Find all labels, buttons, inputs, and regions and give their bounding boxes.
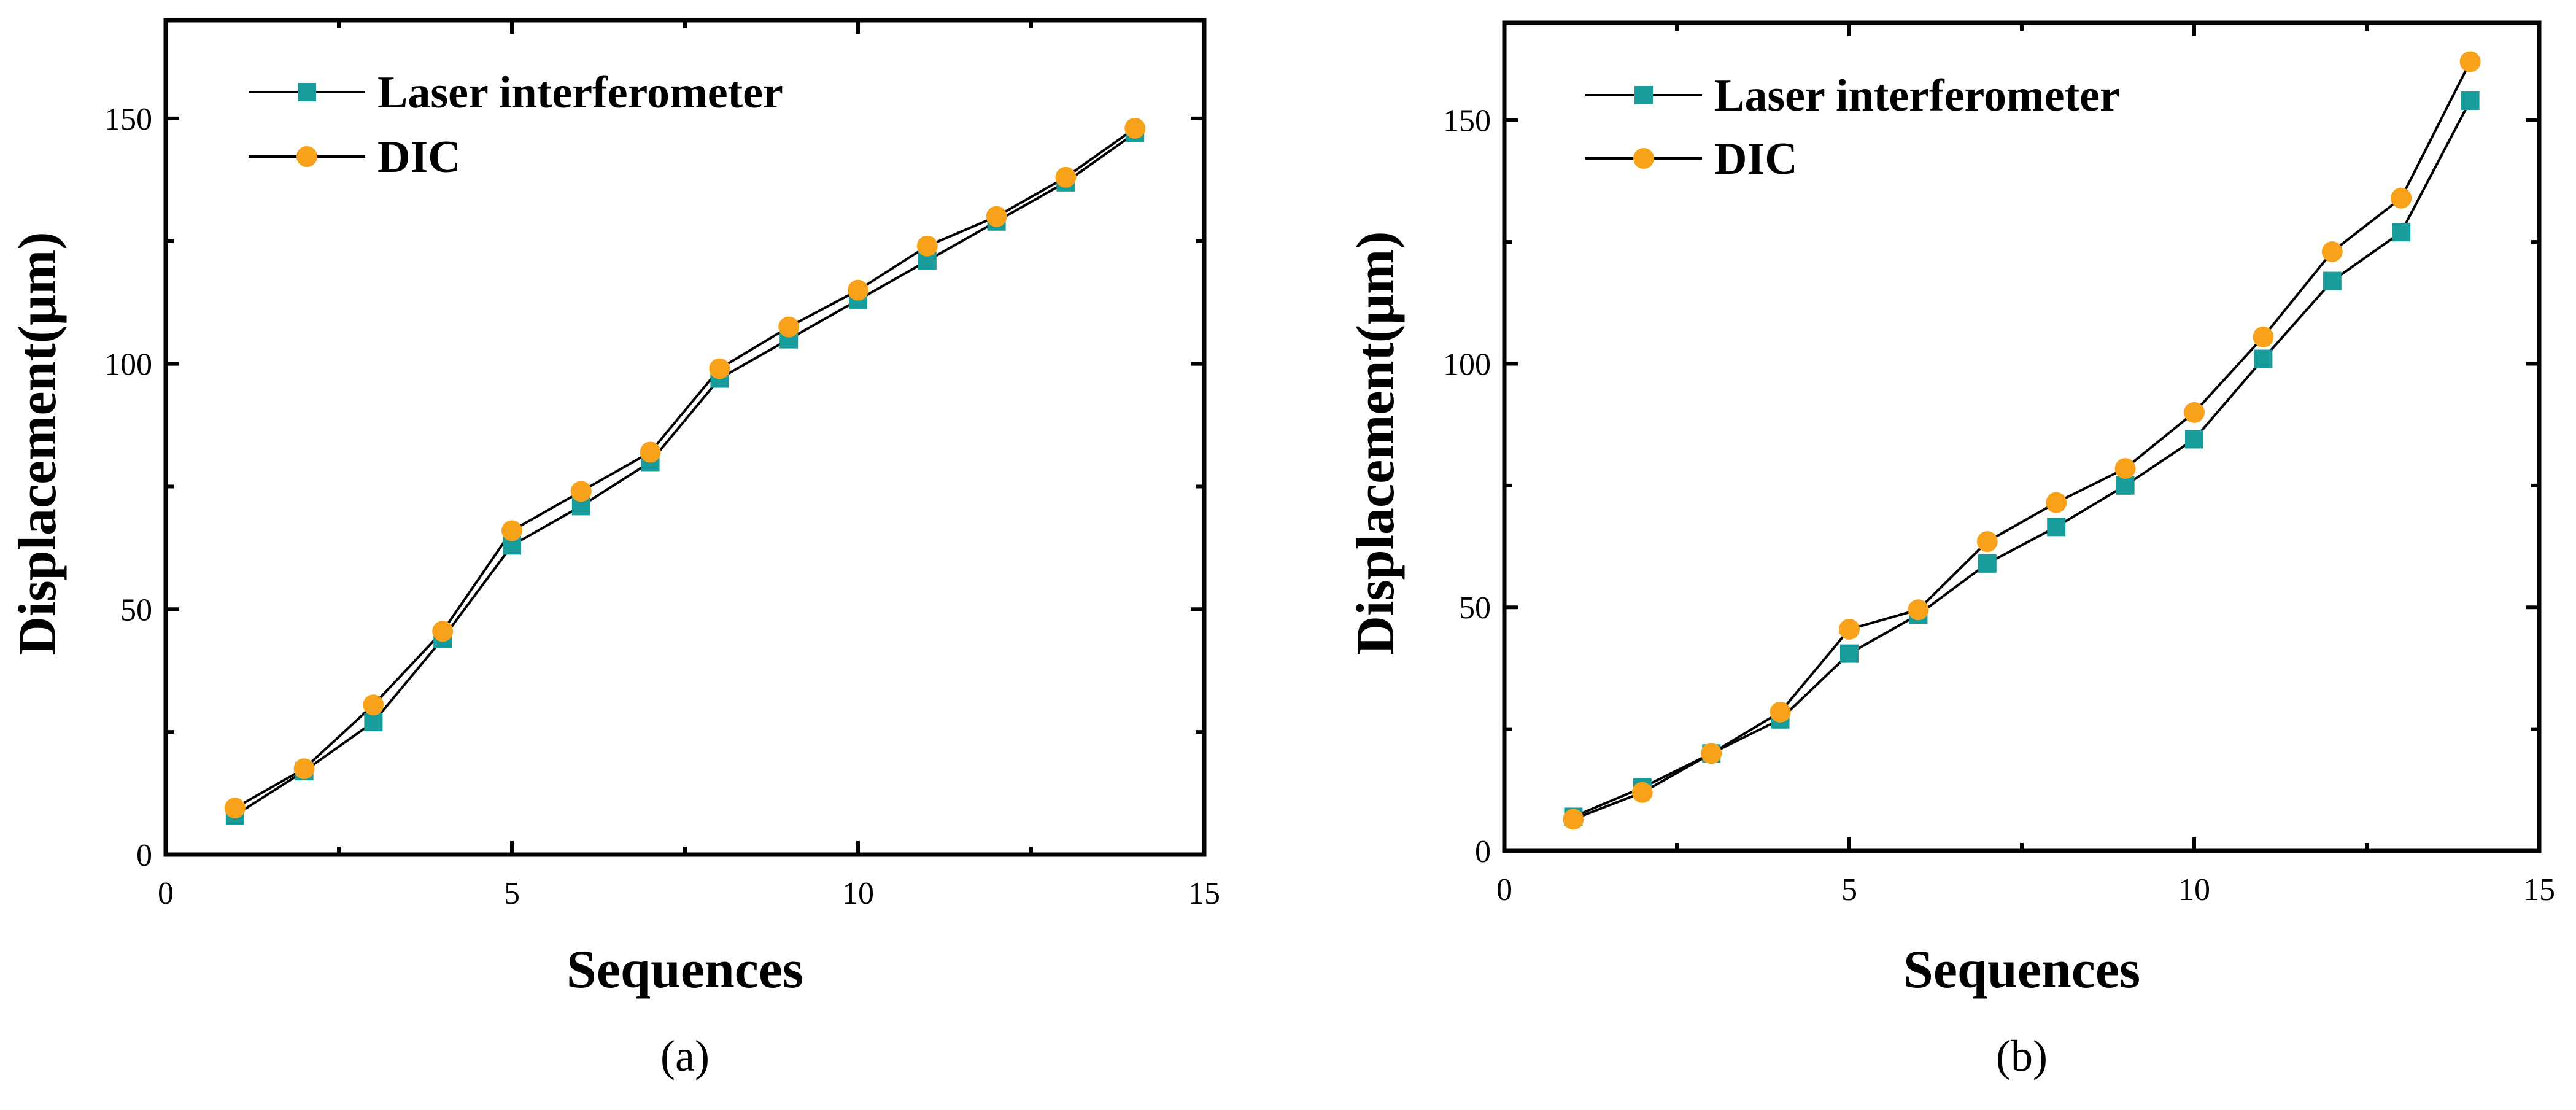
y-tick-label: 100	[1443, 347, 1491, 382]
y-tick-label: 150	[104, 102, 152, 137]
panel-caption: (a)	[660, 1031, 710, 1081]
data-point-laser	[2392, 223, 2411, 242]
legend-marker-laser	[298, 83, 316, 101]
data-point-dic	[778, 316, 800, 338]
y-tick-label: 150	[1443, 104, 1491, 139]
data-point-dic	[1124, 117, 1146, 139]
data-point-laser	[2461, 91, 2480, 110]
data-point-dic	[1701, 743, 1722, 764]
y-axis-title: Displacement(μm)	[8, 231, 68, 655]
x-tick-label: 5	[1841, 872, 1857, 907]
series-line-dic	[234, 127, 1136, 809]
x-tick-label: 15	[1188, 876, 1220, 911]
y-tick-label: 0	[136, 838, 152, 873]
data-point-laser	[364, 713, 383, 732]
y-axis-title: Displacement(μm)	[1346, 231, 1406, 654]
legend: Laser interferometer DIC	[1585, 71, 2120, 184]
data-point-dic	[1770, 701, 1791, 723]
legend-label-dic: DIC	[1714, 134, 1798, 184]
data-point-dic	[570, 481, 592, 502]
data-point-laser	[2254, 349, 2273, 368]
plot-frame	[163, 18, 1207, 857]
data-point-dic	[224, 798, 246, 819]
data-point-dic	[2046, 492, 2067, 513]
x-tick-label: 0	[1496, 872, 1512, 907]
x-tick-label: 10	[2178, 872, 2210, 907]
chart-panel-b: 0 5 10 15050100150SequencesDisplacement(μm)…	[1346, 20, 2555, 1081]
panel-caption: (b)	[1996, 1031, 2048, 1081]
data-point-laser	[1840, 644, 1859, 663]
y-tick-label: 100	[104, 347, 152, 382]
data-point-dic	[986, 206, 1007, 227]
plot-frame	[1502, 20, 2542, 853]
chart-panel-a: 0 5 10 15050100150SequencesDisplacement(μm)…	[8, 18, 1220, 1081]
x-axis-title: Sequences	[1903, 940, 2140, 999]
legend-marker-dic	[1633, 148, 1654, 169]
data-point-dic	[2459, 51, 2481, 72]
data-point-dic	[1976, 531, 1998, 553]
x-tick-label: 15	[2523, 872, 2555, 907]
y-tick-label: 50	[120, 592, 152, 627]
data-point-dic	[2321, 241, 2343, 262]
data-point-dic	[848, 279, 868, 301]
data-point-dic	[1908, 599, 1929, 621]
x-tick-label: 5	[504, 876, 520, 911]
data-point-laser	[2047, 518, 2066, 537]
legend-label-laser: Laser interferometer	[1714, 71, 2120, 121]
series-line-laser	[1572, 100, 2472, 818]
legend-label-dic: DIC	[377, 132, 461, 182]
data-point-dic	[293, 758, 315, 780]
x-tick-label: 10	[842, 876, 874, 911]
y-tick-label: 0	[1475, 834, 1491, 869]
data-point-dic	[916, 235, 938, 257]
legend-label-laser: Laser interferometer	[377, 68, 783, 118]
data-point-dic	[2114, 458, 2136, 479]
data-point-laser	[2185, 430, 2203, 449]
data-point-dic	[501, 520, 522, 541]
data-point-dic	[1839, 618, 1860, 640]
legend-marker-dic	[296, 146, 317, 167]
data-point-dic	[640, 441, 661, 463]
data-point-dic	[432, 621, 454, 642]
series-line-dic	[1572, 61, 2472, 821]
legend-marker-laser	[1634, 86, 1653, 104]
data-point-laser	[2116, 476, 2135, 495]
data-point-dic	[2253, 326, 2274, 347]
data-point-dic	[1055, 166, 1077, 188]
data-point-laser	[2323, 271, 2342, 290]
data-point-dic	[1631, 782, 1653, 803]
data-point-dic	[1563, 809, 1584, 830]
data-point-dic	[2391, 187, 2412, 209]
series-line-laser	[234, 132, 1136, 817]
data-point-laser	[1978, 554, 1997, 573]
y-tick-label: 50	[1459, 591, 1491, 626]
data-point-dic	[363, 694, 384, 716]
legend: Laser interferometer DIC	[249, 68, 783, 182]
data-point-dic	[2184, 402, 2205, 423]
data-point-dic	[709, 358, 730, 379]
x-axis-title: Sequences	[567, 940, 803, 999]
x-tick-label: 0	[158, 876, 174, 911]
